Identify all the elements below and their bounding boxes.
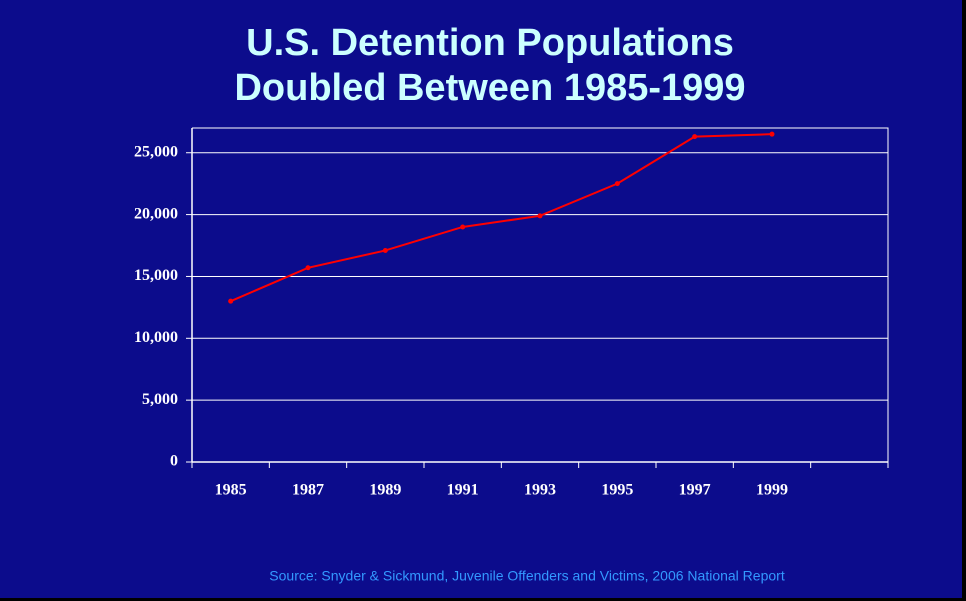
- data-point: [769, 131, 775, 137]
- x-tick-label: 1995: [601, 482, 633, 499]
- x-tick-label: 1987: [292, 482, 324, 499]
- x-tick-label: 1999: [756, 482, 788, 499]
- data-point: [537, 213, 543, 219]
- data-point: [305, 265, 311, 271]
- data-point: [382, 247, 388, 253]
- data-point: [692, 134, 698, 140]
- y-tick-label: 20,000: [134, 205, 178, 222]
- y-tick-label: 5,000: [142, 391, 178, 408]
- y-tick-label: 15,000: [134, 267, 178, 284]
- x-tick-label: 1997: [679, 482, 711, 499]
- y-tick-label: 10,000: [134, 329, 178, 346]
- plot-frame: [192, 127, 889, 462]
- x-tick-label: 1991: [447, 482, 479, 499]
- chart-title: Doubled Between 1985-1999: [234, 67, 745, 109]
- data-line: [230, 133, 773, 303]
- y-tick-label: 25,000: [134, 143, 178, 160]
- chart-title: U.S. Detention Populations: [246, 22, 734, 64]
- x-tick-label: 1993: [524, 482, 556, 499]
- data-point: [228, 298, 234, 304]
- data-point: [460, 224, 466, 230]
- source-note: Source: Snyder & Sickmund, Juvenile Offe…: [269, 568, 785, 584]
- x-tick-label: 1985: [215, 482, 247, 499]
- data-point: [614, 181, 620, 187]
- y-tick-label: 0: [170, 453, 178, 470]
- x-tick-label: 1989: [369, 482, 401, 499]
